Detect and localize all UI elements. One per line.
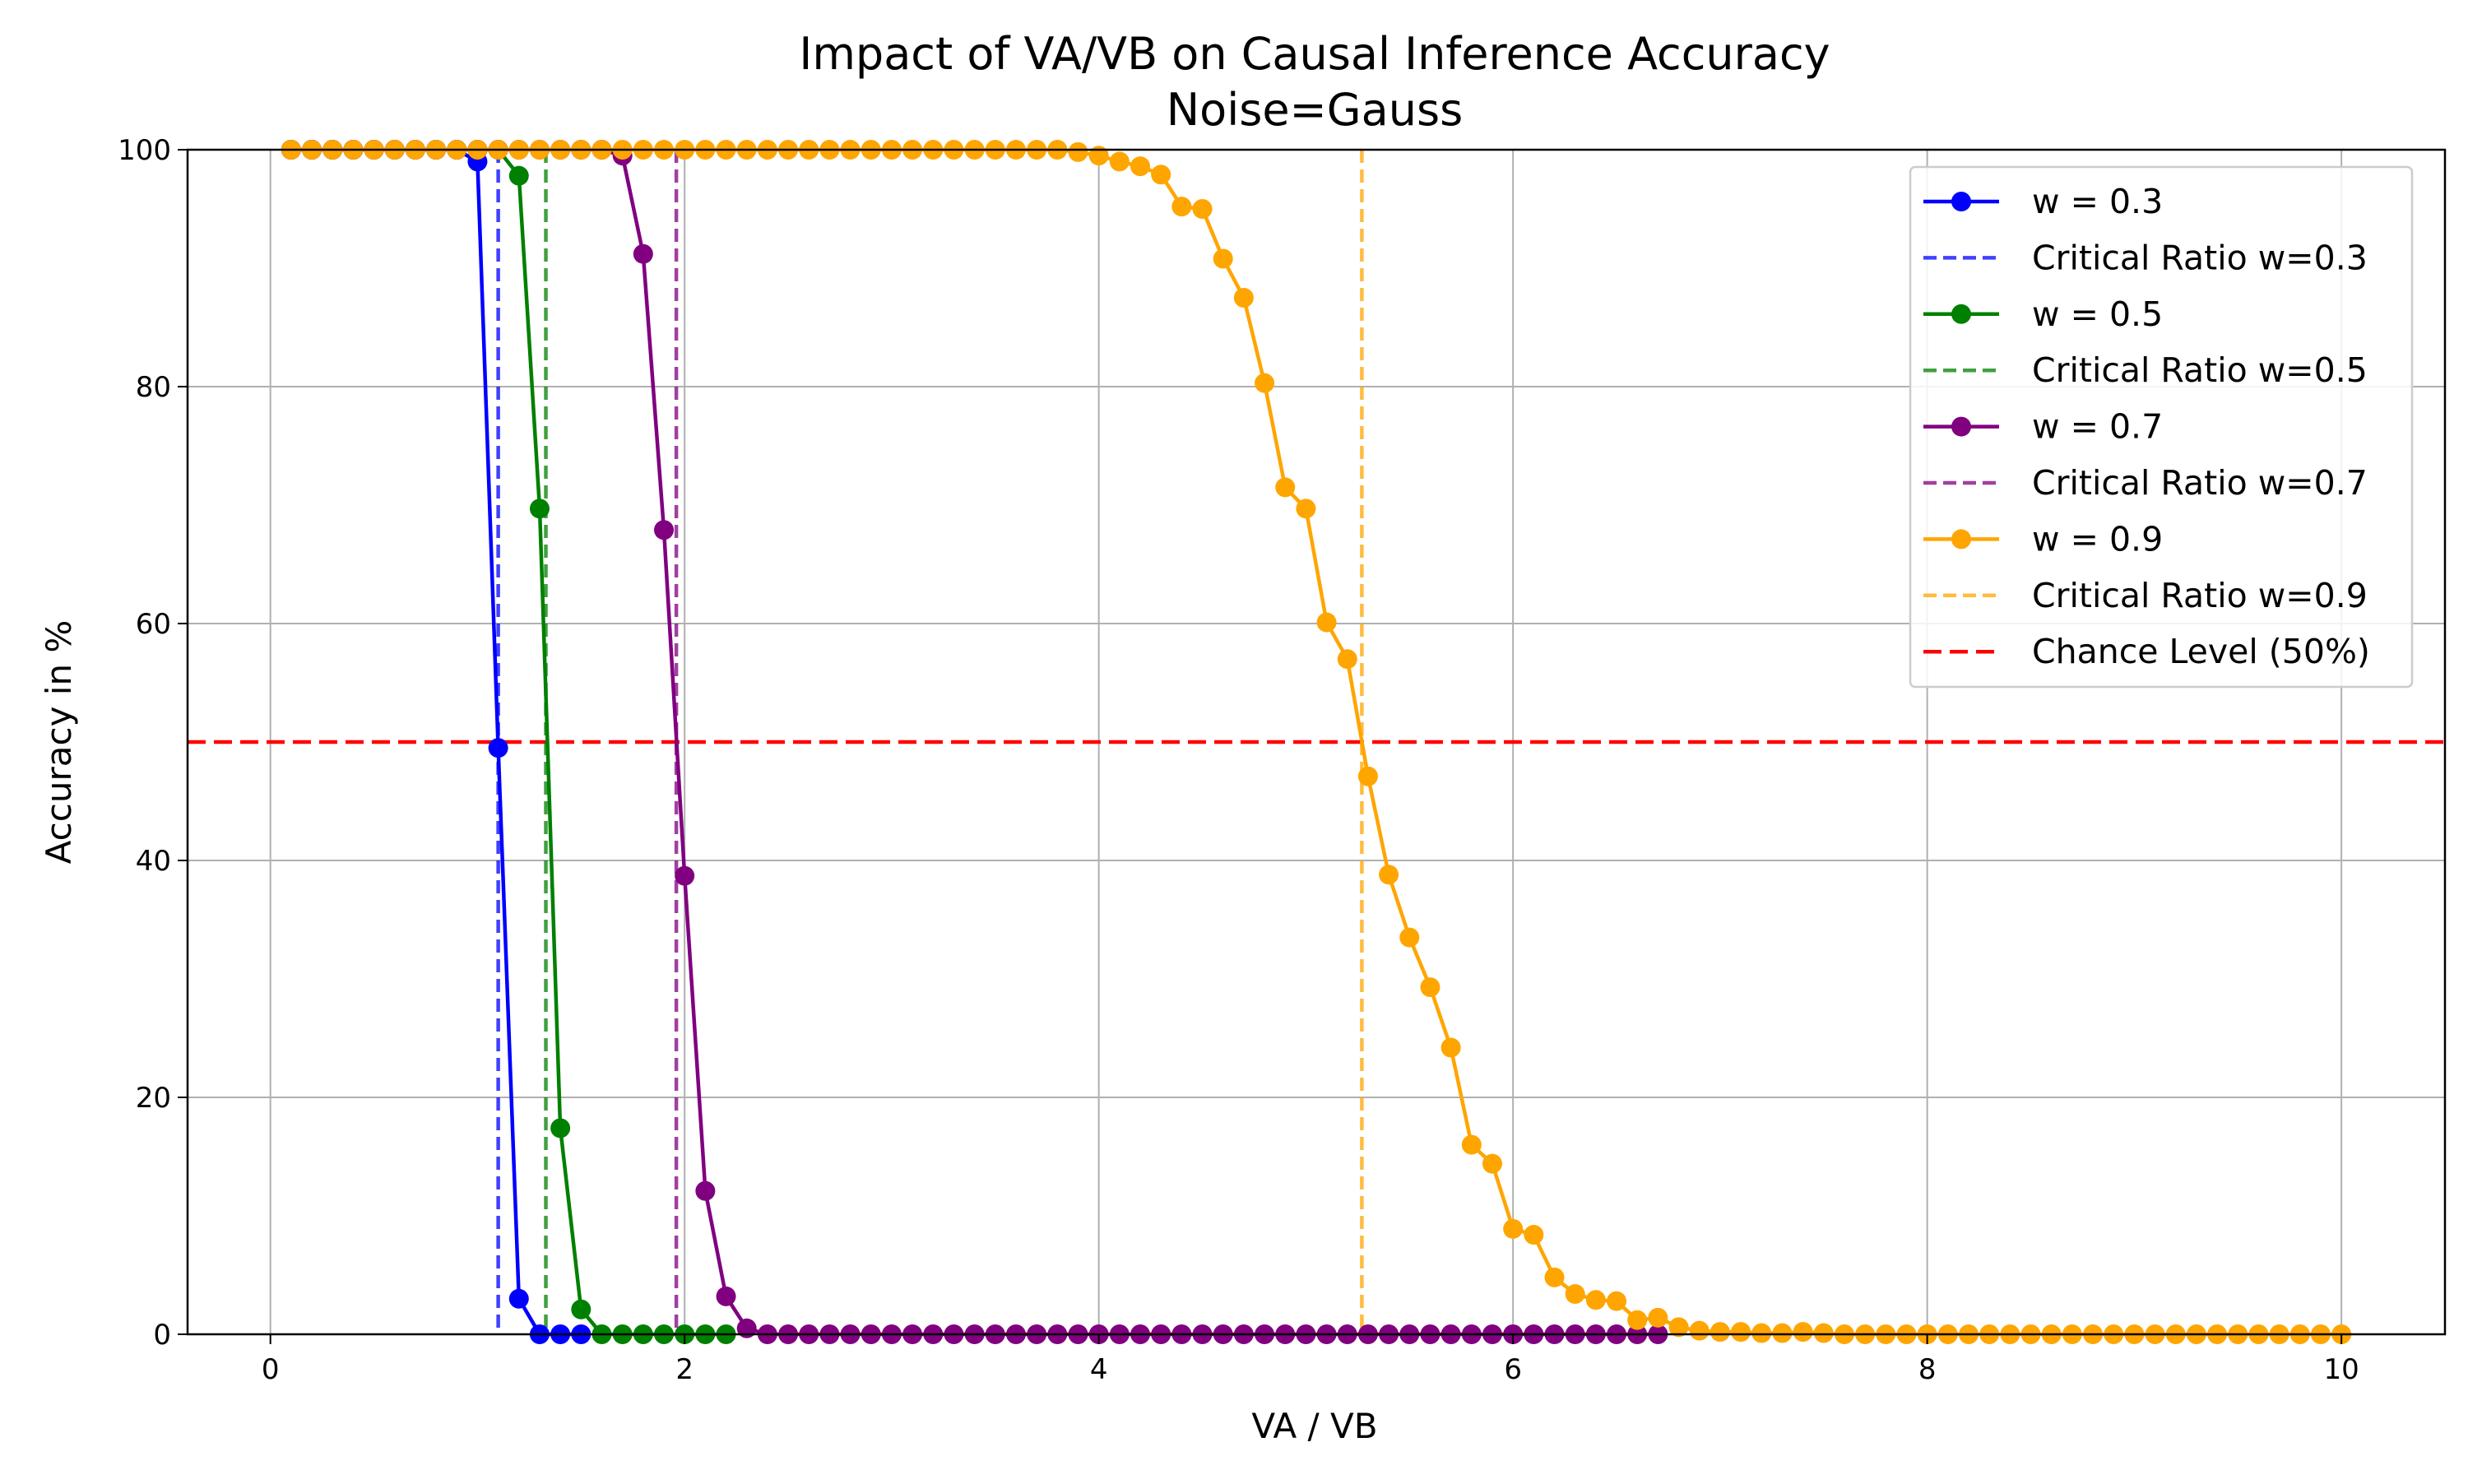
data-point xyxy=(571,1299,591,1319)
data-point xyxy=(1607,1291,1627,1311)
x-axis-label: VA / VB xyxy=(1251,1406,1377,1446)
data-point xyxy=(1813,1323,1834,1343)
legend: w = 0.3 Critical Ratio w=0.3 w = 0.5 Critic… xyxy=(1909,165,2414,689)
data-point xyxy=(1544,1267,1565,1287)
data-point xyxy=(675,865,695,886)
data-point xyxy=(1565,1284,1585,1305)
data-point xyxy=(1440,1037,1461,1058)
data-point xyxy=(1503,1218,1524,1239)
data-point xyxy=(1151,165,1171,185)
legend-marker xyxy=(1951,416,1971,437)
legend-label: Critical Ratio w=0.3 xyxy=(2032,238,2368,277)
y-tick-label: 0 xyxy=(153,1319,171,1352)
y-axis-label: Accuracy in % xyxy=(39,620,79,865)
chart-title: Impact of VA/VB on Causal Inference Accu… xyxy=(799,28,1830,80)
data-point xyxy=(1461,1134,1482,1155)
data-point xyxy=(1793,1322,1813,1343)
data-point xyxy=(1772,1323,1793,1343)
data-point xyxy=(1255,373,1275,393)
legend-marker xyxy=(1951,304,1971,324)
data-point xyxy=(1689,1320,1710,1341)
data-point xyxy=(1357,766,1378,786)
data-point xyxy=(1130,156,1151,177)
legend-marker xyxy=(1951,529,1971,550)
data-point xyxy=(1731,1322,1751,1343)
y-tick-label: 80 xyxy=(136,371,171,404)
data-point xyxy=(1524,1225,1544,1245)
data-point xyxy=(1316,612,1337,633)
data-point xyxy=(1751,1323,1772,1343)
data-point xyxy=(1648,1307,1668,1328)
data-point xyxy=(1171,197,1192,217)
data-point xyxy=(633,243,653,264)
data-point xyxy=(1482,1153,1502,1174)
legend-label: Chance Level (50%) xyxy=(2032,632,2370,671)
legend-marker xyxy=(1951,192,1971,211)
data-point xyxy=(1233,288,1254,308)
data-point xyxy=(1275,477,1296,498)
data-point xyxy=(550,1118,571,1139)
data-point xyxy=(1627,1310,1648,1330)
data-point xyxy=(1213,248,1233,269)
data-point xyxy=(1710,1322,1730,1343)
legend-label: Critical Ratio w=0.5 xyxy=(2032,350,2368,390)
data-point xyxy=(1585,1290,1606,1310)
data-point xyxy=(1192,199,1213,219)
legend-label: Critical Ratio w=0.9 xyxy=(2032,576,2368,615)
data-point xyxy=(1668,1317,1689,1338)
legend-label: Critical Ratio w=0.7 xyxy=(2032,463,2368,503)
x-tick-label: 0 xyxy=(262,1353,280,1386)
legend-label: w = 0.7 xyxy=(2032,407,2163,447)
data-point xyxy=(1109,151,1130,172)
x-tick-label: 2 xyxy=(675,1353,694,1386)
plot-area-frame xyxy=(186,148,2447,1336)
data-point xyxy=(488,738,508,758)
x-tick-label: 10 xyxy=(2323,1353,2359,1386)
data-point xyxy=(1337,649,1357,670)
y-tick-label: 40 xyxy=(136,845,171,878)
y-tick-label: 60 xyxy=(136,608,171,641)
data-point xyxy=(529,499,550,519)
data-point xyxy=(716,1286,736,1306)
legend-entries: w = 0.3 Critical Ratio w=0.3 w = 0.5 Critic… xyxy=(1923,182,2370,671)
data-point xyxy=(695,1180,716,1201)
legend-box xyxy=(1909,165,2414,689)
legend-label: w = 0.5 xyxy=(2032,294,2163,334)
data-point xyxy=(654,520,675,540)
legend-label: w = 0.9 xyxy=(2032,519,2163,559)
y-tick-label: 100 xyxy=(118,134,171,167)
x-tick-label: 6 xyxy=(1504,1353,1522,1386)
data-point xyxy=(1068,141,1088,162)
data-point xyxy=(1296,499,1316,519)
data-point xyxy=(1379,865,1399,885)
legend-label: w = 0.3 xyxy=(2032,182,2163,221)
chart-subtitle: Noise=Gauss xyxy=(1167,84,1463,136)
x-tick-label: 8 xyxy=(1918,1353,1937,1386)
y-tick-label: 20 xyxy=(136,1082,171,1115)
x-tick-label: 4 xyxy=(1090,1353,1108,1386)
data-point xyxy=(1420,977,1440,998)
data-point xyxy=(1399,927,1420,948)
data-point xyxy=(508,1288,529,1309)
data-point xyxy=(508,165,529,186)
